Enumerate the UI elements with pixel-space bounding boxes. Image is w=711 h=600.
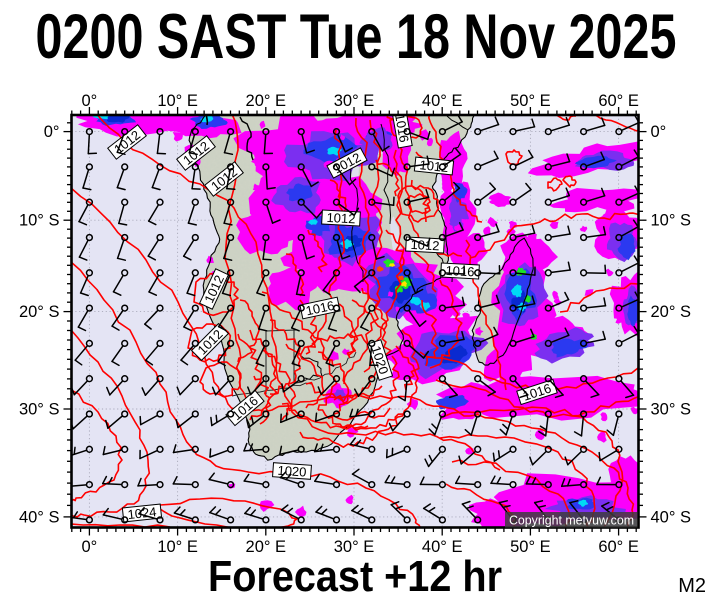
svg-text:10° E: 10° E: [157, 92, 198, 110]
svg-text:1020: 1020: [277, 463, 307, 480]
svg-text:1012: 1012: [419, 157, 449, 175]
svg-text:0°: 0°: [44, 123, 60, 141]
svg-text:60° E: 60° E: [598, 538, 639, 556]
svg-text:10° S: 10° S: [19, 212, 60, 230]
svg-text:30° E: 30° E: [334, 92, 375, 110]
svg-text:40° S: 40° S: [651, 508, 692, 526]
svg-text:20° E: 20° E: [246, 92, 287, 110]
svg-text:30° S: 30° S: [19, 401, 60, 419]
svg-text:60° E: 60° E: [598, 92, 639, 110]
svg-text:30° E: 30° E: [334, 538, 375, 556]
svg-text:Forecast +12 hr: Forecast +12 hr: [208, 552, 502, 600]
svg-text:20° S: 20° S: [19, 303, 60, 321]
svg-text:1016: 1016: [304, 298, 335, 319]
svg-text:10° E: 10° E: [157, 538, 198, 556]
svg-text:0200 SAST Tue 18 Nov 2025: 0200 SAST Tue 18 Nov 2025: [36, 2, 677, 72]
svg-text:Copyright metvuw.com: Copyright metvuw.com: [509, 513, 634, 528]
svg-text:1024: 1024: [127, 504, 157, 522]
svg-text:1016: 1016: [445, 263, 475, 279]
svg-text:30° S: 30° S: [651, 401, 692, 419]
svg-text:0°: 0°: [82, 538, 98, 556]
svg-text:1012: 1012: [326, 210, 356, 226]
svg-text:0°: 0°: [651, 123, 667, 141]
svg-text:10° S: 10° S: [651, 212, 692, 230]
svg-text:M2: M2: [678, 575, 706, 597]
svg-text:40° E: 40° E: [422, 92, 463, 110]
svg-text:20° S: 20° S: [651, 303, 692, 321]
svg-text:0°: 0°: [82, 92, 98, 110]
svg-text:1016: 1016: [392, 112, 412, 143]
svg-text:50° E: 50° E: [510, 92, 551, 110]
svg-text:40° S: 40° S: [19, 508, 60, 526]
svg-text:20° E: 20° E: [246, 538, 287, 556]
svg-text:50° E: 50° E: [510, 538, 551, 556]
svg-text:40° E: 40° E: [422, 538, 463, 556]
